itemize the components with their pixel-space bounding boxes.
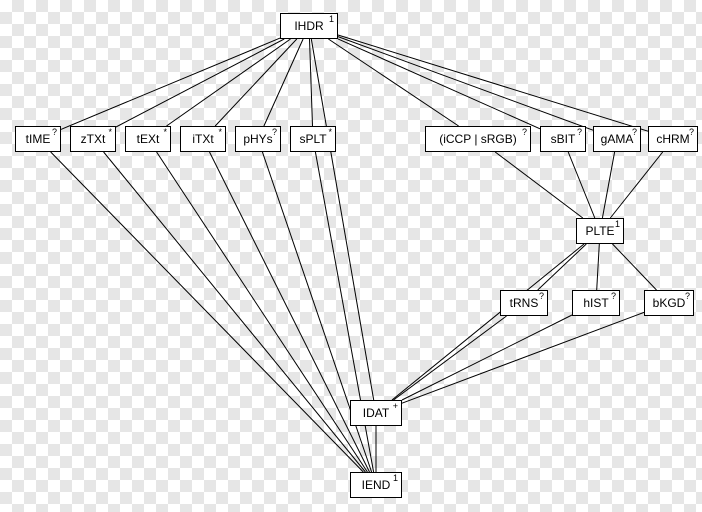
node-IHDR: IHDR 1 xyxy=(280,13,338,39)
node-label: IHDR xyxy=(294,20,323,32)
node-zTXt: zTXt* xyxy=(70,126,116,152)
node-tEXt: tEXt* xyxy=(125,126,171,152)
node-multiplicity: 1 xyxy=(393,474,398,483)
node-multiplicity: 1 xyxy=(329,15,334,24)
edge-IHDR-pHYs xyxy=(264,39,303,126)
edge-layer xyxy=(0,0,702,512)
node-multiplicity: * xyxy=(218,128,222,137)
edge-iCCP-PLTE xyxy=(495,152,583,218)
node-tRNS: tRNS? xyxy=(500,290,548,316)
edge-IHDR-cHRM xyxy=(338,35,648,131)
node-hIST: hIST? xyxy=(572,290,620,316)
node-label: (iCCP | sRGB) xyxy=(439,133,517,145)
node-label: zTXt xyxy=(81,133,106,145)
edge-zTXt-IEND xyxy=(104,152,366,472)
edge-IHDR-gAMA xyxy=(338,37,593,131)
node-multiplicity: ? xyxy=(539,292,544,301)
node-label: iTXt xyxy=(192,133,213,145)
node-multiplicity: * xyxy=(163,128,167,137)
node-label: pHYs xyxy=(243,133,272,145)
node-multiplicity: * xyxy=(328,128,332,137)
node-gAMA: gAMA? xyxy=(593,126,641,152)
node-sPLT: sPLT* xyxy=(290,126,336,152)
edge-tEXt-IEND xyxy=(157,152,368,472)
node-label: tEXt xyxy=(137,133,160,145)
node-label: tIME xyxy=(26,133,51,145)
edge-IHDR-iCCP xyxy=(328,39,458,126)
diagram-canvas: IHDR1tIME?zTXt*tEXt*iTXt*pHYs?sPLT*(iCCP… xyxy=(0,0,702,512)
node-multiplicity: ? xyxy=(522,128,527,137)
node-multiplicity: * xyxy=(108,128,112,137)
edge-hIST-IDAT xyxy=(402,315,572,400)
node-multiplicity: ? xyxy=(577,128,582,137)
node-multiplicity: ? xyxy=(689,128,694,137)
node-multiplicity: + xyxy=(393,402,398,411)
edge-IHDR-zTXt xyxy=(116,39,284,127)
node-pHYs: pHYs? xyxy=(235,126,281,152)
node-sBIT: sBIT? xyxy=(540,126,586,152)
node-multiplicity: ? xyxy=(52,128,57,137)
edge-tIME-IEND xyxy=(51,152,364,472)
node-multiplicity: ? xyxy=(632,128,637,137)
node-label: PLTE xyxy=(585,225,614,237)
node-iCCP: (iCCP | sRGB)? xyxy=(425,126,531,152)
node-IDAT: IDAT + xyxy=(350,400,402,426)
node-IEND: IEND1 xyxy=(350,472,402,498)
edge-gAMA-PLTE xyxy=(602,152,614,218)
edge-iTXt-IEND xyxy=(210,152,370,472)
edge-IHDR-IDAT xyxy=(311,39,373,400)
edge-IHDR-sBIT xyxy=(338,39,540,129)
edge-PLTE-IDAT xyxy=(392,244,584,400)
edge-IHDR-tIME xyxy=(61,38,280,129)
node-PLTE: PLTE1 xyxy=(576,218,624,244)
edge-bKGD-IDAT xyxy=(402,312,644,403)
edge-tRNS-IDAT xyxy=(394,316,507,400)
edge-IHDR-iTXt xyxy=(215,39,297,126)
edge-PLTE-tRNS xyxy=(538,244,587,290)
edge-IHDR-sPLT xyxy=(310,39,313,126)
edge-PLTE-hIST xyxy=(597,244,600,290)
node-cHRM: cHRM? xyxy=(648,126,698,152)
node-label: gAMA xyxy=(601,133,634,145)
edge-sBIT-PLTE xyxy=(568,152,595,218)
node-label: cHRM xyxy=(656,133,689,145)
node-label: tRNS xyxy=(510,297,539,309)
node-label: IEND xyxy=(362,479,391,491)
node-label: sPLT xyxy=(299,133,326,145)
node-multiplicity: ? xyxy=(685,292,690,301)
edge-PLTE-bKGD xyxy=(613,244,657,290)
node-bKGD: bKGD? xyxy=(644,290,694,316)
node-iTXt: iTXt * xyxy=(180,126,226,152)
node-multiplicity: 1 xyxy=(615,220,620,229)
node-multiplicity: ? xyxy=(272,128,277,137)
edge-cHRM-PLTE xyxy=(610,152,662,218)
node-label: bKGD xyxy=(653,297,686,309)
node-multiplicity: ? xyxy=(611,292,616,301)
node-label: hIST xyxy=(583,297,608,309)
node-tIME: tIME? xyxy=(15,126,61,152)
node-label: sBIT xyxy=(551,133,576,145)
node-label: IDAT xyxy=(363,407,389,419)
edge-IHDR-tEXt xyxy=(167,39,291,126)
